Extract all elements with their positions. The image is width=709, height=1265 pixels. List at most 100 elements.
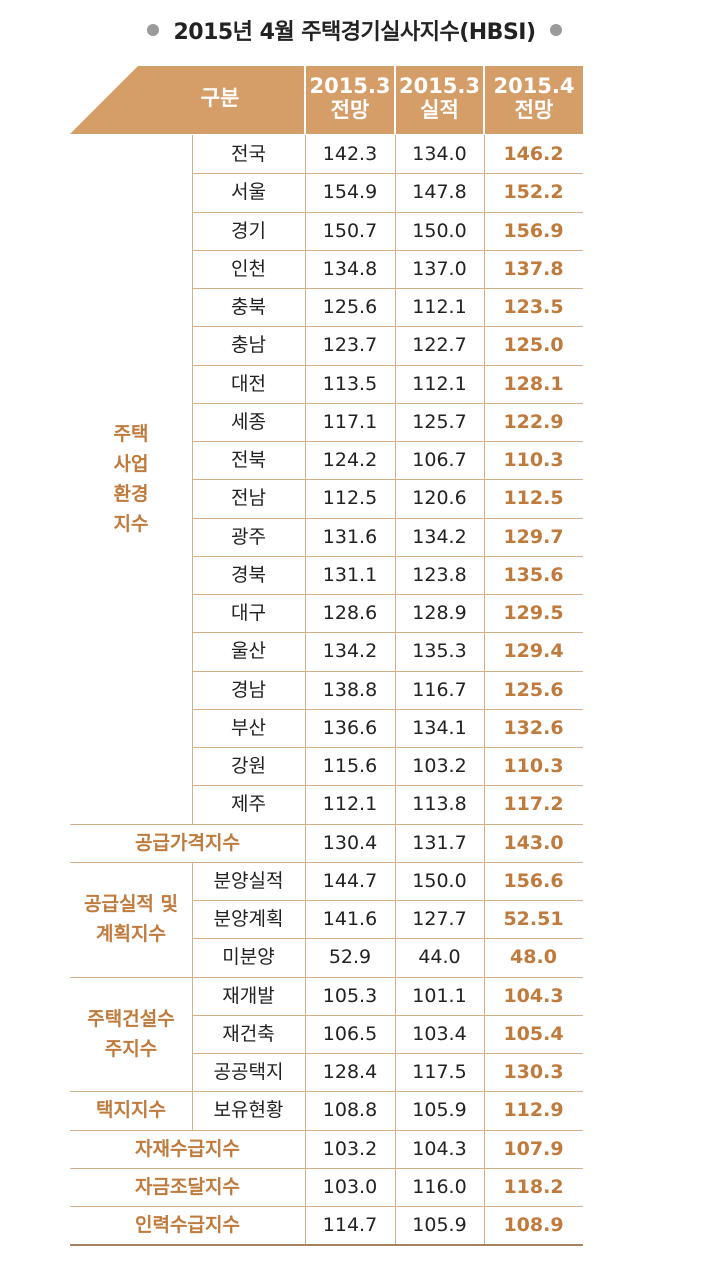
- value-cell: 104.3: [412, 1137, 467, 1160]
- group-label: 주택 사업 환경 지수: [70, 419, 192, 539]
- value-cell: 112.1: [412, 372, 467, 395]
- header-col-3-line2: 전망: [514, 98, 554, 122]
- table-bottom-border: [70, 1244, 583, 1247]
- row-divider: [192, 900, 583, 901]
- forecast-value: 112.9: [503, 1099, 564, 1122]
- group-label: 주택건설수 주지수: [70, 1004, 192, 1064]
- value-cell: 134.2: [322, 640, 378, 663]
- value-cell: 103.0: [322, 1175, 378, 1198]
- value-cell: 130.4: [322, 831, 378, 854]
- value-cell: 116.7: [412, 678, 467, 701]
- row-label: 경기: [231, 219, 266, 242]
- forecast-value: 152.2: [503, 181, 564, 204]
- value-cell: 125.6: [322, 296, 378, 318]
- title-bar: 2015년 4월 주택경기실사지수(HBSI): [0, 12, 709, 48]
- header-col-1-line2: 전망: [330, 98, 370, 122]
- group-divider: [192, 861, 193, 977]
- row-divider: [192, 747, 583, 748]
- group-divider-line: [70, 1129, 583, 1131]
- group-label-line: 자금조달지수: [135, 1175, 240, 1198]
- row-label: 미분양: [222, 946, 275, 969]
- value-cell: 113.5: [322, 372, 378, 395]
- forecast-value: 105.4: [503, 1022, 564, 1045]
- group-divider: [192, 1091, 193, 1130]
- value-cell: 147.8: [412, 181, 467, 204]
- value-cell: 106.7: [412, 449, 467, 471]
- forecast-value: 122.9: [503, 410, 564, 433]
- value-cell: 101.1: [412, 984, 467, 1007]
- row-label: 광주: [231, 525, 266, 548]
- group-label-line: 공급실적 및: [83, 893, 178, 916]
- row-divider: [192, 364, 583, 366]
- row-label: 충북: [231, 296, 266, 318]
- value-cell: 117.1: [322, 410, 378, 433]
- row-divider: [192, 555, 583, 557]
- row-divider: [192, 288, 583, 289]
- value-cell: 131.6: [322, 525, 378, 548]
- header-col-1-line1: 2015.3: [309, 74, 391, 98]
- group-label-line: 인력수급지수: [135, 1214, 240, 1237]
- group-divider-line: [70, 861, 583, 863]
- row-label: 공공택지: [213, 1061, 284, 1083]
- value-cell: 134.1: [412, 716, 467, 739]
- row-label: 세종: [231, 410, 266, 433]
- group-divider-line: [70, 1091, 583, 1093]
- value-cell: 124.2: [322, 449, 378, 471]
- group-divider-line: [70, 976, 583, 978]
- value-cell: 116.0: [412, 1175, 467, 1198]
- group-label: 공급실적 및 계획지수: [70, 889, 192, 949]
- value-cell: 106.5: [322, 1022, 378, 1045]
- header-category: 구분: [200, 86, 240, 110]
- forecast-value: 135.6: [503, 563, 564, 586]
- value-cell: 52.9: [328, 946, 372, 969]
- forecast-value: 137.8: [503, 257, 564, 280]
- forecast-value: 123.5: [503, 296, 564, 318]
- row-divider: [192, 479, 583, 481]
- group-divider-line: [70, 823, 583, 825]
- value-cell: 137.0: [412, 257, 467, 280]
- group-label-line: 사업: [113, 453, 149, 476]
- row-divider: [192, 785, 583, 787]
- column-divider: [484, 135, 485, 1245]
- value-cell: 115.6: [322, 755, 378, 777]
- value-cell: 105.9: [412, 1214, 467, 1236]
- forecast-value: 117.2: [503, 793, 564, 816]
- row-label: 서울: [231, 181, 266, 204]
- row-label: 경남: [231, 678, 266, 701]
- value-cell: 103.2: [412, 755, 467, 777]
- value-cell: 120.6: [412, 487, 467, 510]
- value-cell: 112.1: [322, 793, 378, 816]
- value-cell: 134.0: [412, 143, 467, 165]
- group-label-line: 택지지수: [96, 1099, 166, 1122]
- value-cell: 125.7: [412, 410, 467, 433]
- group-divider-line: [70, 1167, 583, 1169]
- forecast-value: 107.9: [503, 1137, 564, 1160]
- forecast-value: 130.3: [503, 1061, 564, 1083]
- value-cell: 141.6: [322, 908, 378, 930]
- row-label: 충남: [231, 334, 266, 357]
- value-cell: 127.7: [412, 908, 467, 930]
- forecast-value: 110.3: [503, 449, 564, 471]
- row-label: 전북: [231, 449, 266, 471]
- row-divider: [192, 402, 583, 404]
- forecast-value: 108.9: [503, 1214, 564, 1236]
- value-cell: 114.7: [322, 1214, 378, 1236]
- forecast-value: 104.3: [503, 984, 564, 1007]
- forecast-value: 132.6: [503, 716, 564, 739]
- value-cell: 103.4: [412, 1022, 467, 1045]
- group-label-line: 환경: [113, 483, 149, 506]
- value-cell: 150.0: [412, 219, 467, 242]
- row-divider: [192, 517, 583, 519]
- forecast-value: 128.1: [503, 372, 564, 395]
- page-title: 2015년 4월 주택경기실사지수(HBSI): [173, 20, 536, 45]
- value-cell: 154.9: [322, 181, 378, 204]
- group-label: 자재수급지수: [70, 1134, 305, 1164]
- group-label-line: 주택건설수: [87, 1007, 175, 1030]
- row-label: 분양계획: [213, 908, 284, 930]
- group-label: 택지지수: [70, 1095, 192, 1125]
- value-cell: 105.3: [322, 984, 378, 1007]
- header-col-3-line1: 2015.4: [493, 74, 575, 98]
- row-divider: [192, 1014, 583, 1016]
- row-divider: [192, 173, 583, 175]
- forecast-value: 52.51: [503, 908, 564, 930]
